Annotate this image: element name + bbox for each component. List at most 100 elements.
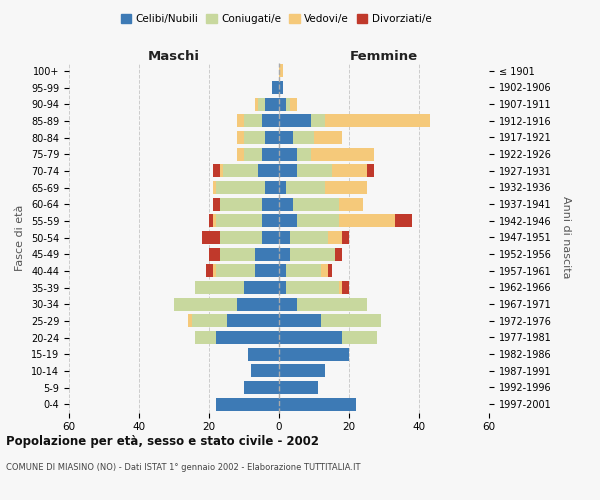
Bar [279,381,317,394]
Bar [202,231,220,244]
Bar [296,164,331,177]
Bar [254,264,279,278]
Bar [251,364,279,378]
Bar [279,348,349,360]
Bar [223,164,258,177]
Bar [279,64,283,78]
Bar [279,231,290,244]
Bar [279,298,296,310]
Bar [265,98,279,110]
Bar [342,331,377,344]
Bar [237,131,244,144]
Bar [212,198,220,210]
Bar [296,148,311,160]
Bar [237,148,244,160]
Bar [262,198,279,210]
Bar [258,98,265,110]
Bar [265,181,279,194]
Bar [290,98,296,110]
Bar [290,231,328,244]
Bar [279,264,286,278]
Bar [191,314,227,328]
Bar [338,281,342,294]
Bar [286,98,290,110]
Bar [244,131,265,144]
Bar [279,114,311,128]
Bar [195,281,244,294]
Bar [244,148,262,160]
Bar [314,131,342,144]
Bar [342,231,349,244]
Bar [328,231,342,244]
Bar [174,298,237,310]
Bar [286,281,338,294]
Bar [279,98,286,110]
Bar [286,264,321,278]
Bar [367,164,373,177]
Bar [279,148,296,160]
Bar [244,281,279,294]
Text: COMUNE DI MIASINO (NO) - Dati ISTAT 1° gennaio 2002 - Elaborazione TUTTITALIA.IT: COMUNE DI MIASINO (NO) - Dati ISTAT 1° g… [6,462,361,471]
Bar [321,264,328,278]
Bar [290,248,335,260]
Bar [262,148,279,160]
Bar [220,198,262,210]
Bar [220,164,223,177]
Bar [212,181,216,194]
Bar [338,214,395,228]
Bar [216,181,265,194]
Text: Popolazione per età, sesso e stato civile - 2002: Popolazione per età, sesso e stato civil… [6,435,319,448]
Bar [279,331,342,344]
Bar [296,298,367,310]
Bar [265,131,279,144]
Bar [325,181,367,194]
Bar [311,148,373,160]
Bar [209,248,220,260]
Bar [279,314,321,328]
Bar [188,314,191,328]
Bar [209,214,212,228]
Bar [286,181,325,194]
Bar [279,398,356,410]
Bar [342,281,349,294]
Bar [296,214,338,228]
Y-axis label: Fasce di età: Fasce di età [16,204,25,270]
Bar [212,264,216,278]
Bar [279,198,293,210]
Text: Maschi: Maschi [148,50,200,64]
Bar [227,314,279,328]
Bar [212,164,220,177]
Bar [262,214,279,228]
Bar [293,198,338,210]
Bar [325,114,430,128]
Bar [311,114,325,128]
Bar [262,231,279,244]
Bar [212,214,216,228]
Bar [237,114,244,128]
Bar [254,98,258,110]
Text: Femmine: Femmine [350,50,418,64]
Bar [244,114,262,128]
Y-axis label: Anni di nascita: Anni di nascita [561,196,571,278]
Bar [293,131,314,144]
Bar [279,281,286,294]
Bar [279,81,283,94]
Bar [216,264,254,278]
Bar [216,398,279,410]
Bar [216,214,262,228]
Bar [279,131,293,144]
Bar [279,214,296,228]
Bar [279,364,325,378]
Bar [272,81,279,94]
Bar [328,264,331,278]
Bar [220,231,262,244]
Bar [195,331,216,344]
Bar [216,331,279,344]
Bar [248,348,279,360]
Bar [279,181,286,194]
Bar [262,114,279,128]
Bar [279,164,296,177]
Bar [220,248,254,260]
Bar [254,248,279,260]
Bar [258,164,279,177]
